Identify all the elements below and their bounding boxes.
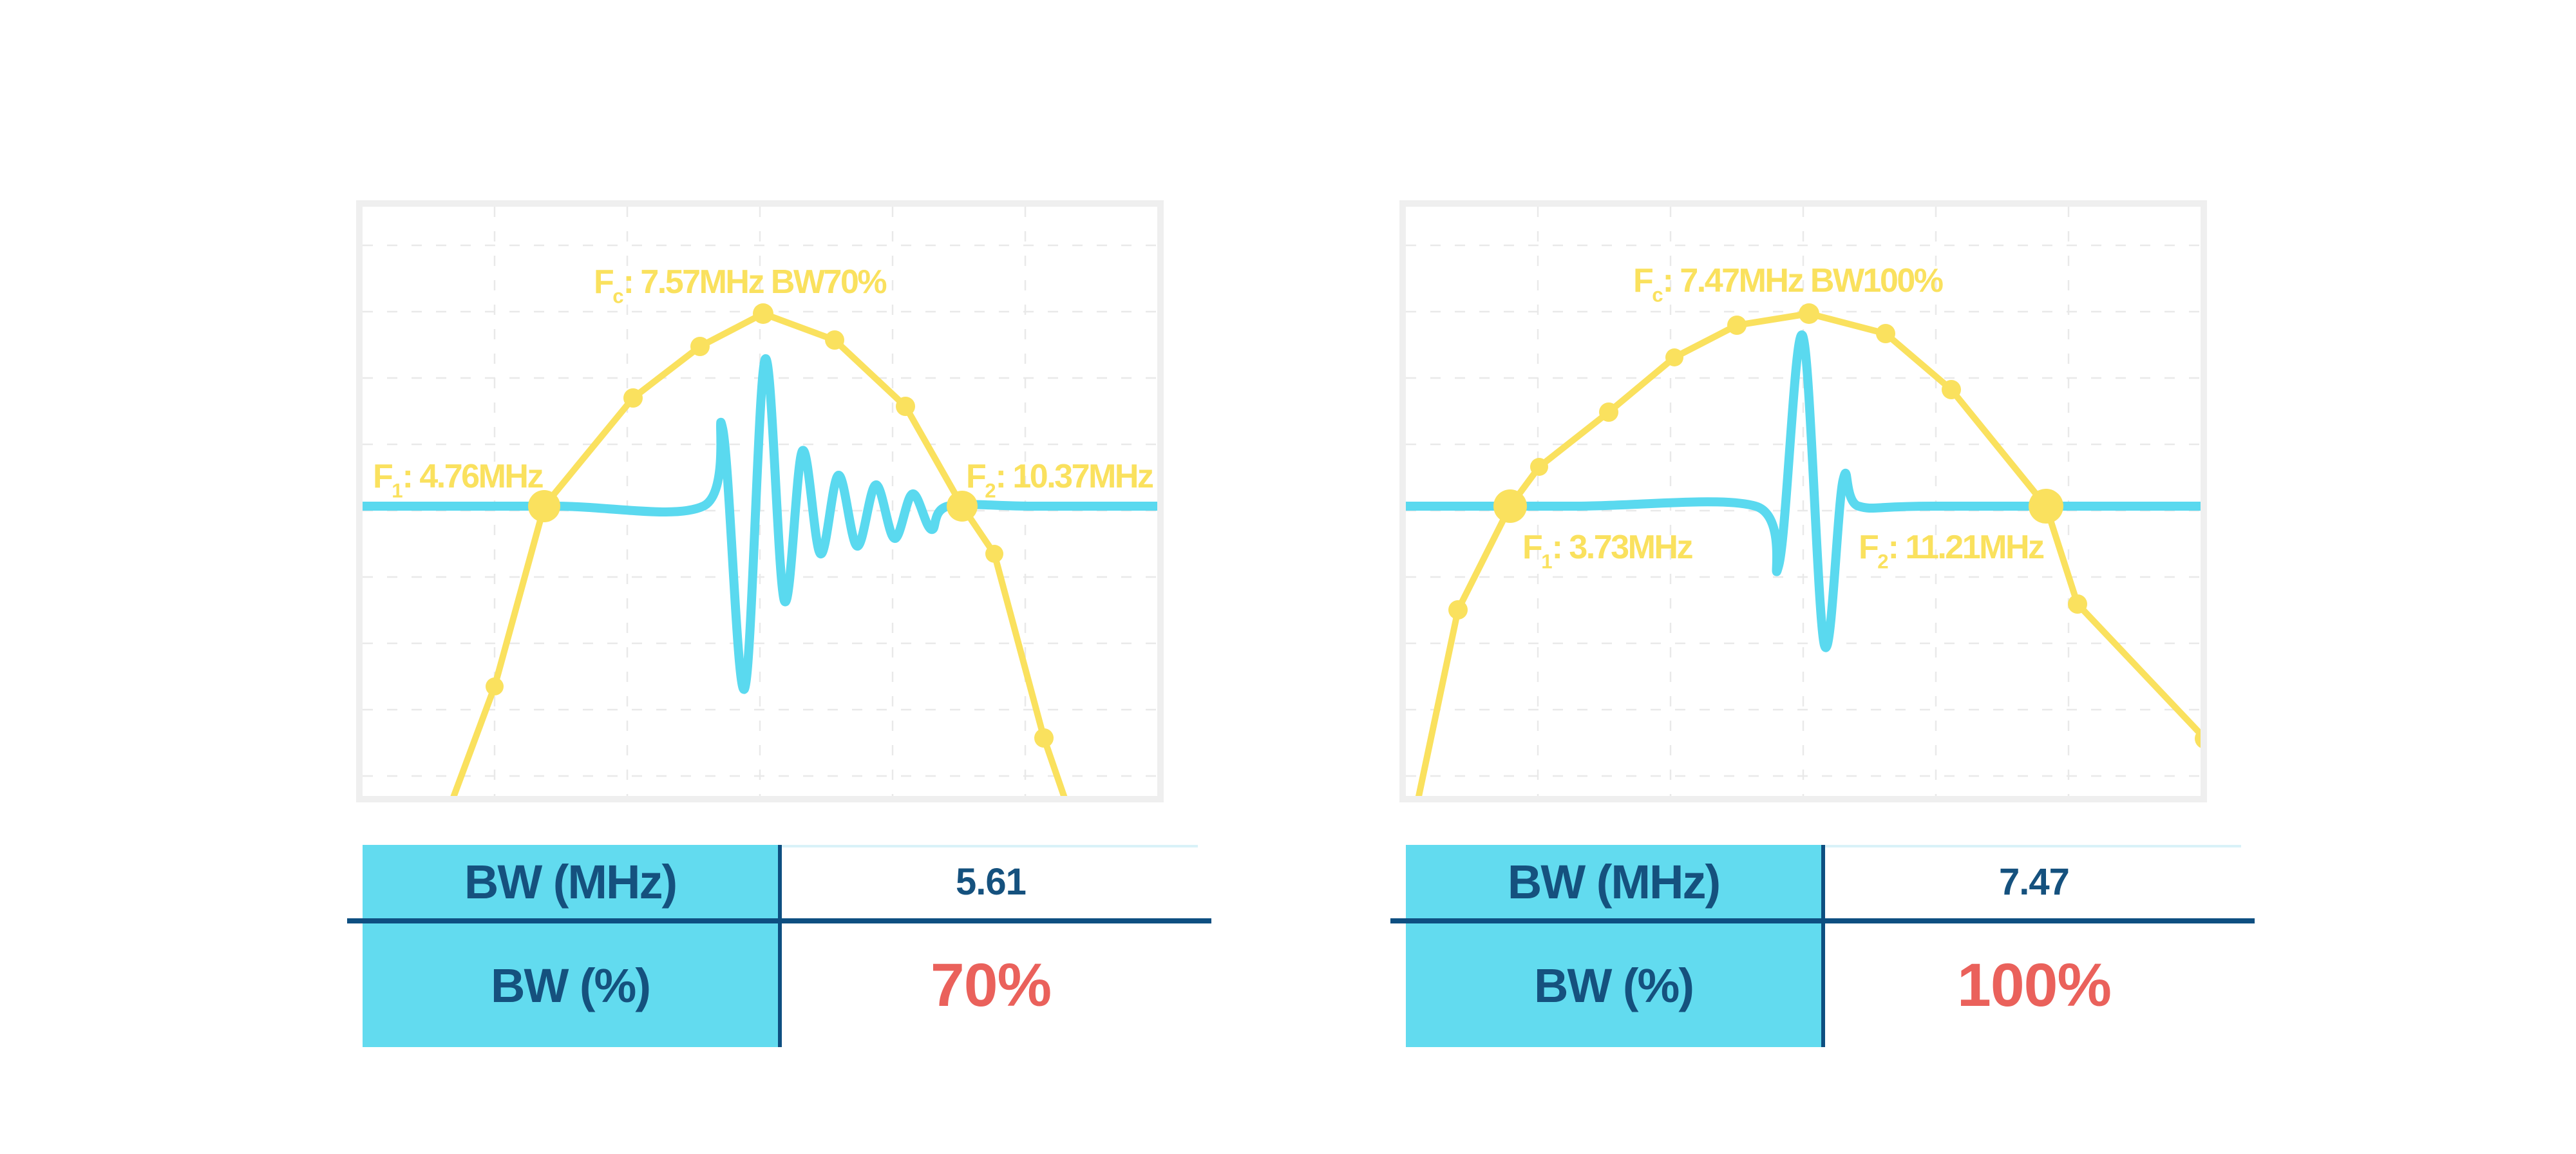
table-row-divider — [1390, 918, 2255, 923]
bw-pct-value: 100% — [1957, 951, 2112, 1019]
table-top-rule — [1825, 845, 2241, 847]
pulse-waveform — [363, 354, 1157, 694]
marker-dot — [947, 491, 978, 522]
table-row-divider — [347, 918, 1211, 923]
marker-dot — [528, 490, 560, 522]
table-value-column: 5.61 70% — [782, 845, 1200, 1047]
table-column-divider — [778, 845, 782, 1047]
bandwidth-table-bw100: BW (MHz) BW (%) 7.47 100% — [1390, 845, 2255, 1047]
f1-label: F1: 3.73MHz — [1522, 529, 1693, 573]
marker-dot — [1448, 600, 1468, 620]
fc-label: Fc: 7.47MHz BW100% — [1633, 262, 1944, 307]
f1-label: F1: 4.76MHz — [373, 458, 544, 502]
chart-plot — [363, 207, 1157, 796]
bandwidth-table-bw70: BW (MHz) BW (%) 5.61 70% — [347, 845, 1211, 1047]
marker-dot — [486, 677, 504, 695]
marker-dot — [1876, 324, 1895, 343]
marker-dot — [1493, 489, 1527, 523]
table-label-column: BW (MHz) BW (%) — [363, 845, 778, 1047]
bw-pct-label: BW (%) — [1534, 958, 1694, 1012]
bw-mhz-value: 7.47 — [1999, 860, 2070, 903]
marker-dot — [623, 388, 643, 408]
table-value-column: 7.47 100% — [1825, 845, 2243, 1047]
marker-dot — [1942, 380, 1961, 399]
spectrum-chart-bw70: Fc: 7.57MHz BW70% F1: 4.76MHz F2: 10.37MHz — [356, 200, 1164, 802]
marker-dot — [1799, 303, 1819, 324]
pulse-waveform — [1406, 330, 2201, 652]
marker-dot — [2195, 729, 2201, 748]
spectrum-chart-bw100: Fc: 7.47MHz BW100% F1: 3.73MHz F2: 11.21MH… — [1399, 200, 2207, 802]
table-label-column: BW (MHz) BW (%) — [1406, 845, 1821, 1047]
bw-mhz-label: BW (MHz) — [1507, 855, 1721, 909]
marker-dot — [2068, 594, 2087, 614]
marker-dot — [2029, 489, 2063, 524]
bw-pct-label: BW (%) — [491, 958, 651, 1012]
marker-dot — [1665, 348, 1683, 366]
marker-dot — [896, 397, 915, 416]
table-top-rule — [782, 845, 1198, 847]
marker-dot — [985, 545, 1003, 563]
marker-dot — [1727, 316, 1747, 335]
marker-dot — [690, 337, 710, 356]
chart-plot — [1406, 207, 2201, 796]
bw-mhz-value: 5.61 — [956, 860, 1027, 903]
marker-dot — [1034, 728, 1054, 748]
marker-dot — [753, 303, 773, 324]
table-column-divider — [1821, 845, 1825, 1047]
marker-dot — [1599, 402, 1618, 422]
f2-label: F2: 10.37MHz — [966, 458, 1154, 502]
marker-dot — [1530, 458, 1548, 476]
bw-mhz-label: BW (MHz) — [464, 855, 677, 909]
fc-label: Fc: 7.57MHz BW70% — [594, 263, 887, 308]
spectrum-curve — [450, 310, 1068, 796]
f2-label: F2: 11.21MHz — [1859, 529, 2045, 573]
bw-pct-value: 70% — [930, 951, 1052, 1019]
marker-dot — [825, 330, 844, 350]
